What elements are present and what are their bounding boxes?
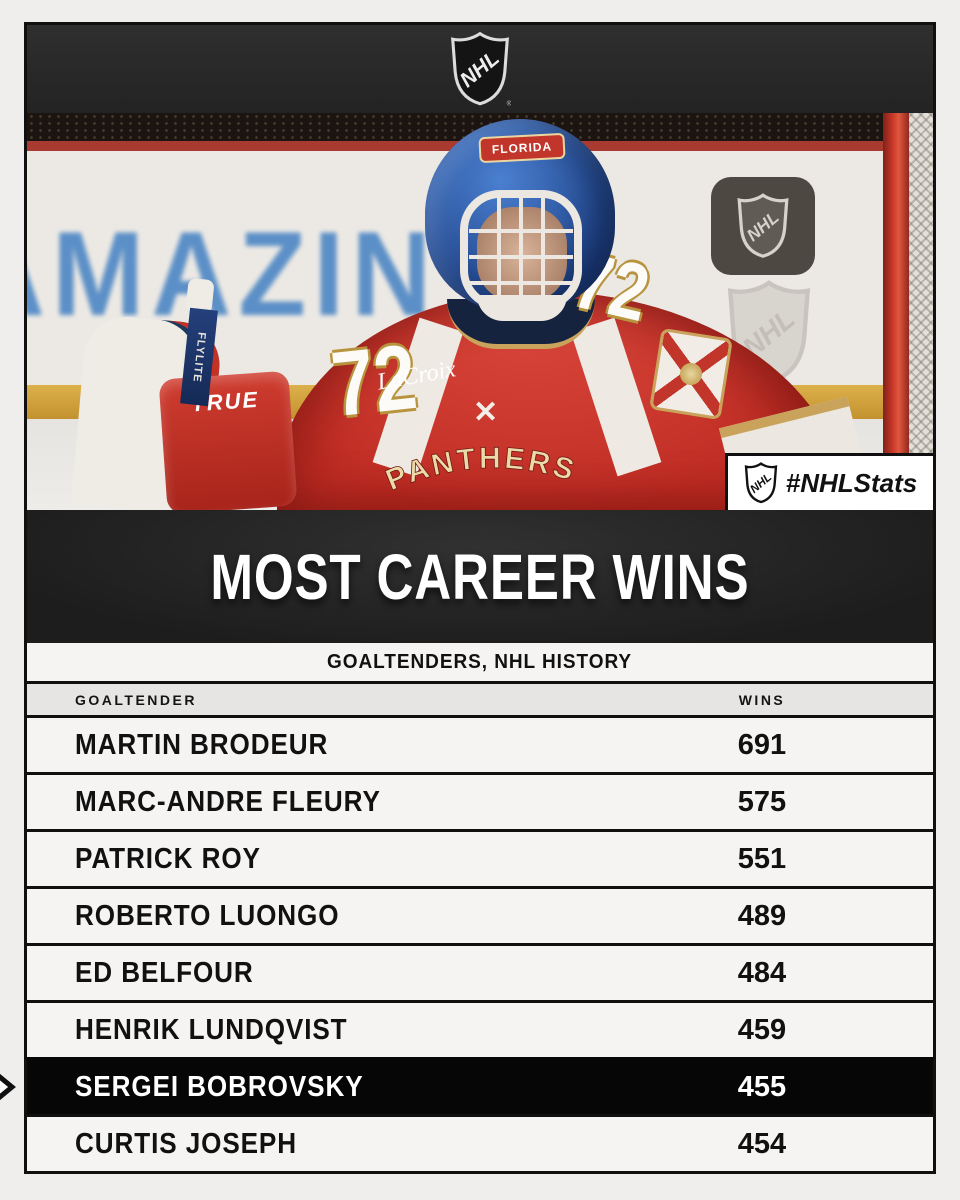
goaltender-name: MARTIN BRODEUR [75,728,329,761]
highlight-arrow-icon [0,1073,16,1101]
crossed-sticks-glyph: ✕ [473,396,499,429]
goal-netting [909,113,933,510]
table-row: ROBERTO LUONGO 489 [27,886,933,943]
table-body: MARTIN BRODEUR 691 MARC-ANDRE FLEURY 575 [0,715,933,1171]
nhl-logo-icon: NHL ® [451,31,511,107]
goaltender-name: HENRIK LUNDQVIST [75,1013,348,1046]
wins-value: 489 [737,899,787,932]
goaltender-name: CURTIS JOSEPH [75,1127,298,1160]
table-row: MARC-ANDRE FLEURY 575 [27,772,933,829]
florida-flag-patch [649,327,733,421]
table-row: HENRIK LUNDQVIST 459 [27,1000,933,1057]
column-header-goaltender: GOALTENDER [75,691,197,708]
page-title: MOST CAREER WINS [210,540,750,613]
nhlstats-label: #NHLStats [785,467,918,498]
table-row: ED BELFOUR 484 [27,943,933,1000]
wins-value: 551 [737,842,787,875]
goaltender-name: ROBERTO LUONGO [75,899,340,932]
subtitle-bar: GOALTENDERS, NHL HISTORY [27,643,933,684]
goaltender-name: MARC-ANDRE FLEURY [75,785,381,818]
board-ad-text: AMAZIN [27,207,439,341]
svg-text:PANTHERS: PANTHERS [381,442,580,497]
nhl-shield-decal-icon: NHL [737,193,789,258]
wins-value: 575 [737,785,787,818]
top-bar: NHL ® [27,25,933,113]
goal-post [883,113,909,510]
goalie-photo: AMAZIN NHL NHL 72 72 [27,113,933,510]
mask-florida-banner: FLORIDA [478,132,566,164]
page-subtitle: GOALTENDERS, NHL HISTORY [327,650,633,673]
stats-card: NHL ® AMAZIN NHL NHL [0,22,936,1174]
wins-value: 691 [737,728,787,761]
nhlstats-badge: NHL #NHLStats [725,453,933,510]
table-row: PATRICK ROY 551 [27,829,933,886]
goaltender-name: SERGEI BOBROVSKY [75,1070,364,1103]
column-header-wins: WINS [738,691,786,708]
goaltender-name: PATRICK ROY [75,842,261,875]
nhl-shield-icon: NHL [744,462,778,504]
registered-mark: ® [507,100,511,107]
mask-cage-icon [460,190,582,310]
title-bar: MOST CAREER WINS [27,510,933,643]
wins-value: 455 [737,1070,787,1103]
stick-brand-label: FLYLITE [190,331,208,383]
wins-value: 484 [737,956,787,989]
table-header-row: GOALTENDER WINS [27,684,933,715]
board-nhl-decal: NHL [711,177,815,275]
goaltender-name: ED BELFOUR [75,956,254,989]
wins-value: 454 [737,1127,787,1160]
mask-chin [477,295,567,321]
panthers-wordmark: PANTHERS [381,441,580,497]
table-row: MARTIN BRODEUR 691 [27,715,933,772]
table-row: SERGEI BOBROVSKY 455 [0,1057,933,1114]
wins-value: 459 [737,1013,787,1046]
goalie-blocker: TRUE [158,370,298,510]
table-row: CURTIS JOSEPH 454 [27,1114,933,1171]
